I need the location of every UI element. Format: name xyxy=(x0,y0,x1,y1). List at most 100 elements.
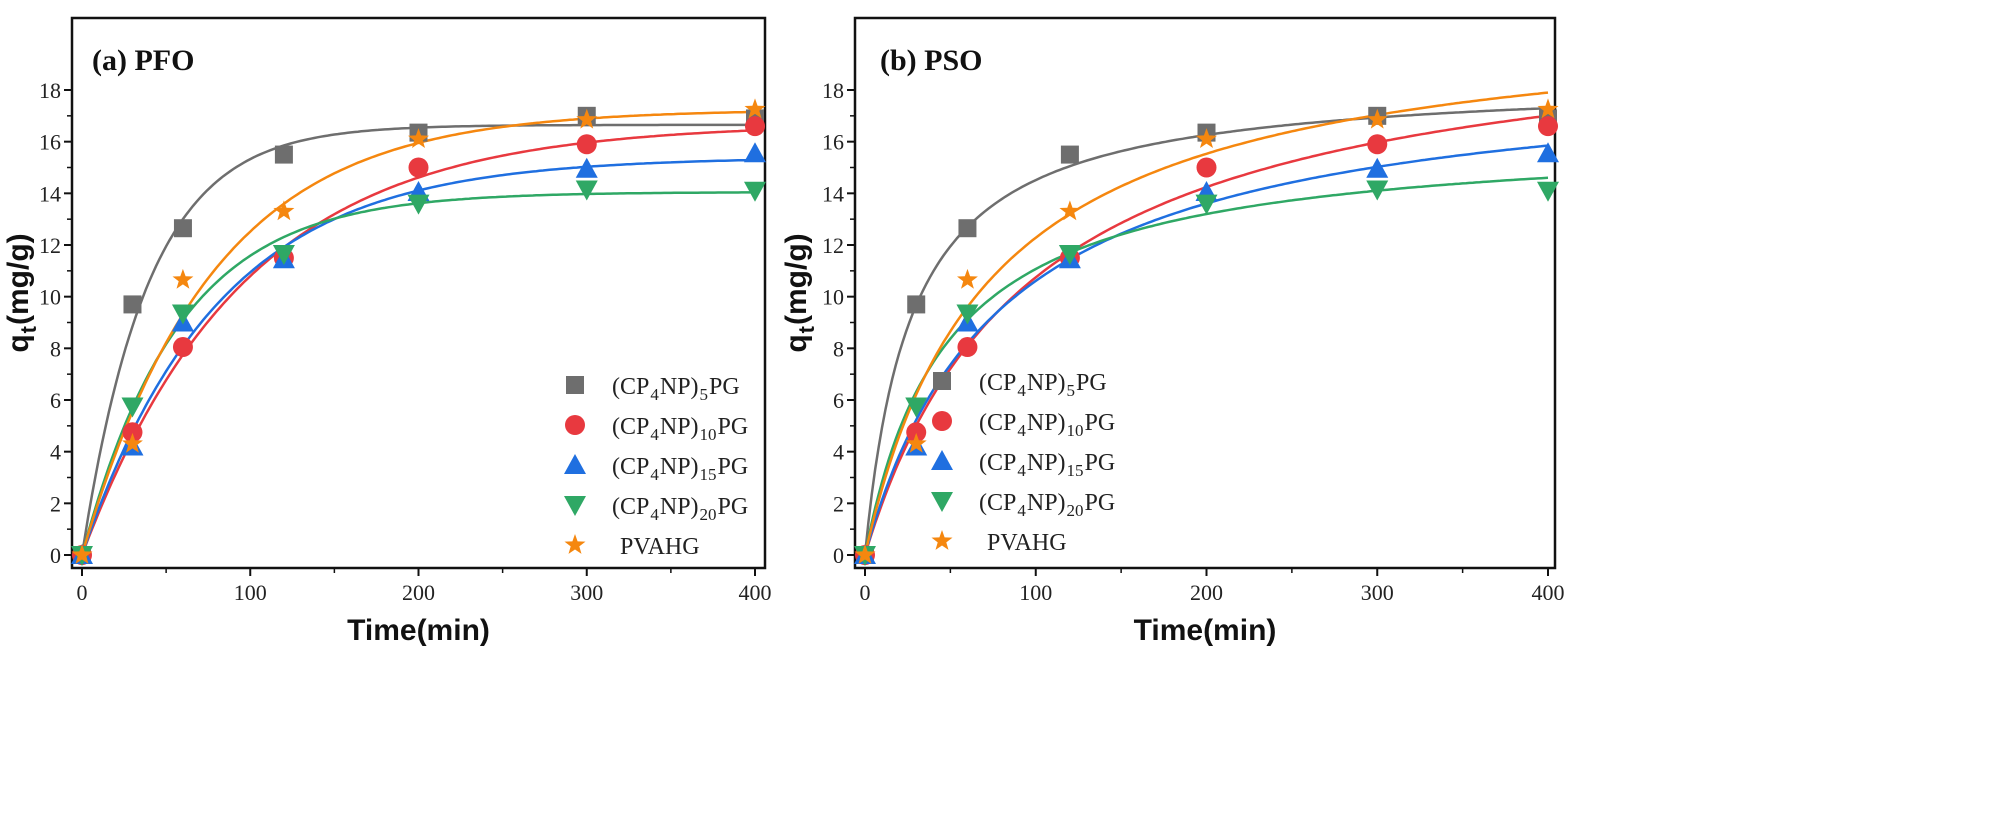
data-point-s4-3 xyxy=(273,200,295,221)
legend-text: (CP xyxy=(612,494,649,520)
y-axis-title: qt(mg/g) xyxy=(780,233,819,352)
x-tick-label: 400 xyxy=(739,580,772,605)
y-tick-label: 12 xyxy=(822,233,844,258)
data-point-s4-4 xyxy=(1196,128,1217,148)
panel-title: (a) PFO xyxy=(92,44,194,77)
legend-text: (CP xyxy=(612,454,649,480)
legend-text: PG xyxy=(709,374,740,400)
legend-text: NP) xyxy=(1027,410,1066,436)
data-point-s0-2 xyxy=(173,219,192,238)
legend-text: (CP xyxy=(612,374,649,400)
legend-label-3: (CP 4 NP) 20 PG xyxy=(612,494,748,524)
legend-text: NP) xyxy=(1027,450,1066,476)
legend-text: (CP xyxy=(979,370,1016,396)
y-tick-label: 6 xyxy=(833,388,844,413)
y-tick-label: 0 xyxy=(833,543,844,568)
panel-title: (b) PSO xyxy=(880,44,983,77)
data-point-s1-4 xyxy=(1196,157,1217,178)
data-point-s4-3 xyxy=(1059,200,1081,221)
x-tick-label: 100 xyxy=(1019,580,1052,605)
legend-text: NP) xyxy=(660,374,699,400)
y-tick-label: 10 xyxy=(822,285,844,310)
y-tick-label: 4 xyxy=(833,440,844,465)
data-point-s1-2 xyxy=(957,337,978,358)
legend-text: PVAHG xyxy=(620,534,700,560)
data-point-s1-1 xyxy=(906,422,927,443)
legend-text: PVAHG xyxy=(987,530,1067,556)
data-point-s0-1 xyxy=(907,295,926,314)
legend-text: (CP xyxy=(979,490,1016,516)
data-point-s3-3 xyxy=(1058,245,1081,266)
data-point-s3-6 xyxy=(744,181,766,202)
x-tick-label: 300 xyxy=(1361,580,1394,605)
legend-sub: 20 xyxy=(1067,501,1084,520)
legend-marker-4 xyxy=(931,530,953,550)
data-point-s3-2 xyxy=(171,304,194,325)
legend-label-4: PVAHG xyxy=(620,534,700,560)
y-tick-label: 8 xyxy=(833,336,844,361)
x-tick-label: 400 xyxy=(1532,580,1565,605)
legend-text: PG xyxy=(1085,490,1116,516)
legend-sub: 5 xyxy=(700,385,709,404)
data-point-s4-0 xyxy=(854,544,876,564)
y-axis-title-main: q xyxy=(780,334,813,352)
x-axis-title: Time(min) xyxy=(1134,614,1277,647)
y-axis-title: qt(mg/g) xyxy=(2,233,41,352)
data-point-s0-3 xyxy=(274,145,293,164)
data-point-s3-3 xyxy=(272,245,295,266)
y-tick-label: 14 xyxy=(822,181,844,206)
data-point-s1-2 xyxy=(172,337,193,358)
y-tick-label: 14 xyxy=(39,181,61,206)
x-tick-label: 0 xyxy=(860,580,871,605)
data-point-s2-6 xyxy=(744,142,766,163)
legend-marker-3 xyxy=(931,492,953,512)
legend-label-1: (CP 4 NP) 10 PG xyxy=(979,410,1115,440)
data-point-s1-6 xyxy=(745,116,765,137)
legend-marker-0 xyxy=(933,372,951,390)
legend-label-4: PVAHG xyxy=(987,530,1067,556)
legend-text: PG xyxy=(718,414,749,440)
plot-frame xyxy=(853,16,1557,570)
data-point-s4-5 xyxy=(576,108,598,129)
legend-marker-3 xyxy=(564,496,586,516)
data-point-s0-1 xyxy=(123,295,142,314)
data-point-s4-6 xyxy=(744,98,766,119)
legend-text: (CP xyxy=(979,410,1016,436)
data-point-s3-2 xyxy=(956,304,979,325)
legend-text: NP) xyxy=(660,414,699,440)
legend-sub: 4 xyxy=(1017,381,1026,400)
legend-sub: 5 xyxy=(1067,381,1076,400)
y-tick-label: 8 xyxy=(50,336,61,361)
y-tick-label: 18 xyxy=(822,78,844,103)
legend-text: PG xyxy=(718,454,749,480)
y-axis-title-sub: t xyxy=(16,325,41,333)
y-tick-label: 16 xyxy=(39,130,61,155)
y-tick-label: 18 xyxy=(39,78,61,103)
legend-label-3: (CP 4 NP) 20 PG xyxy=(979,490,1115,520)
y-axis-title-sub: t xyxy=(794,325,819,333)
legend-sub: 4 xyxy=(650,505,659,524)
y-tick-label: 12 xyxy=(39,233,61,258)
data-point-s3-6 xyxy=(1537,181,1559,202)
legend-label-0: (CP 4 NP) 5 PG xyxy=(979,370,1107,400)
legend-marker-0 xyxy=(566,376,584,394)
y-tick-label: 6 xyxy=(50,388,61,413)
data-point-s1-4 xyxy=(408,157,429,178)
legend-sub: 4 xyxy=(1017,501,1026,520)
data-point-s3-1 xyxy=(905,397,928,418)
legend-text: NP) xyxy=(660,454,699,480)
plot-frame xyxy=(70,16,767,570)
data-point-s4-1 xyxy=(905,432,927,453)
legend-text: NP) xyxy=(1027,490,1066,516)
y-tick-label: 0 xyxy=(50,543,61,568)
legend-text: (CP xyxy=(612,414,649,440)
legend-sub: 15 xyxy=(1067,461,1084,480)
legend-sub: 4 xyxy=(1017,461,1026,480)
legend-text: PG xyxy=(1085,410,1116,436)
data-point-s4-5 xyxy=(1366,108,1388,129)
legend-marker-1 xyxy=(565,415,585,435)
y-tick-label: 2 xyxy=(50,491,61,516)
legend-sub: 10 xyxy=(1067,421,1084,440)
legend-sub: 20 xyxy=(700,505,717,524)
